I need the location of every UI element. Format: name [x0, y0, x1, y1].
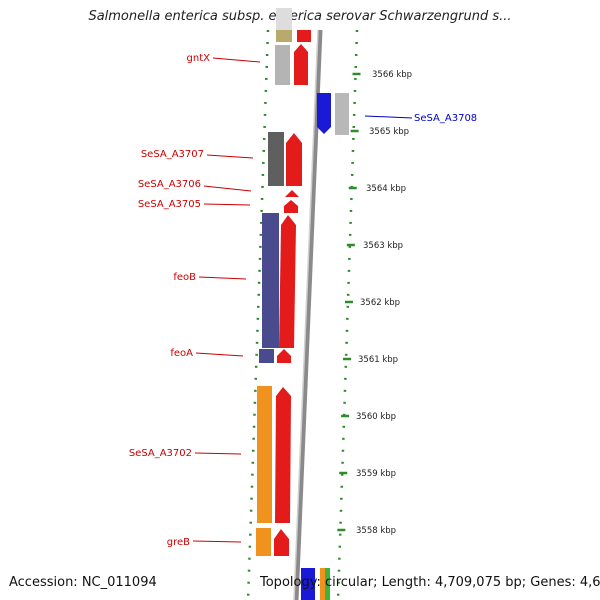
leader-sesa-a3702 [194, 452, 242, 455]
gene-box-top-light [276, 8, 292, 30]
tick-label-3566: 3566 kbp [372, 70, 412, 80]
tick-label-3560: 3560 kbp [356, 412, 396, 422]
map-title: Salmonella enterica subsp. enterica sero… [88, 9, 512, 24]
gene-arrow-sesa-a3706 [285, 190, 299, 197]
gene-arrow-feob [279, 215, 296, 348]
leader-sesa-a3708 [364, 115, 413, 119]
label-sesa-a3702: SeSA_A3702 [129, 448, 192, 459]
gene-arrow-feoa [277, 349, 291, 363]
gene-arrow-greb [274, 529, 289, 556]
gene-box-bottom-orange [320, 568, 325, 600]
tick-label-3559: 3559 kbp [356, 469, 396, 479]
leader-feob [198, 276, 247, 280]
gene-arrow-sesa-a3707 [286, 133, 302, 186]
backbone [293, 29, 323, 600]
label-gntx: gntX [187, 53, 211, 64]
gene-arrow-sesa-a3702 [275, 387, 291, 523]
tick-label-3565: 3565 kbp [369, 127, 409, 137]
gene-box-bottom-blue [301, 568, 315, 600]
gene-box-sesa-a3702 [257, 386, 272, 523]
label-greb: greB [167, 537, 190, 548]
gene-box-feob [262, 213, 279, 348]
leader-feoa [195, 352, 244, 357]
tick-label-3563: 3563 kbp [363, 241, 403, 251]
tick-marks [337, 72, 361, 532]
gene-box-greb [256, 528, 271, 556]
leader-sesa-a3705 [203, 203, 251, 206]
gene-arrow-top-red [297, 30, 311, 42]
tick-label-3561: 3561 kbp [358, 355, 398, 365]
gene-box-sesa-a3708 [335, 93, 349, 135]
gene-box-bottom-green [325, 568, 330, 600]
leader-sesa-a3707 [206, 154, 254, 159]
backbone-highlight [293, 29, 319, 600]
leader-sesa-a3706 [203, 185, 252, 192]
gene-box-gntx [275, 45, 290, 85]
accession-text: Accession: NC_011094 [9, 575, 157, 590]
leader-greb [192, 540, 242, 543]
tick-label-3558: 3558 kbp [356, 526, 396, 536]
summary-text: Topology: circular; Length: 4,709,075 bp… [260, 575, 600, 590]
label-sesa-a3707: SeSA_A3707 [141, 149, 204, 160]
gene-arrow-sesa-a3708 [317, 93, 331, 134]
gene-box-top-olive [276, 30, 292, 42]
gene-arrow-gntx [294, 44, 308, 85]
leader-gntx [212, 57, 261, 63]
tick-label-3564: 3564 kbp [366, 184, 406, 194]
label-sesa-a3705: SeSA_A3705 [138, 199, 201, 210]
label-sesa-a3706: SeSA_A3706 [138, 179, 201, 190]
gene-box-feoa [259, 349, 274, 363]
gene-arrow-sesa-a3705 [284, 200, 298, 213]
gene-box-sesa-a3707 [268, 132, 284, 186]
label-feoa: feoA [170, 348, 193, 359]
tick-label-3562: 3562 kbp [360, 298, 400, 308]
label-sesa-a3708: SeSA_A3708 [414, 113, 477, 124]
label-feob: feoB [173, 272, 196, 283]
